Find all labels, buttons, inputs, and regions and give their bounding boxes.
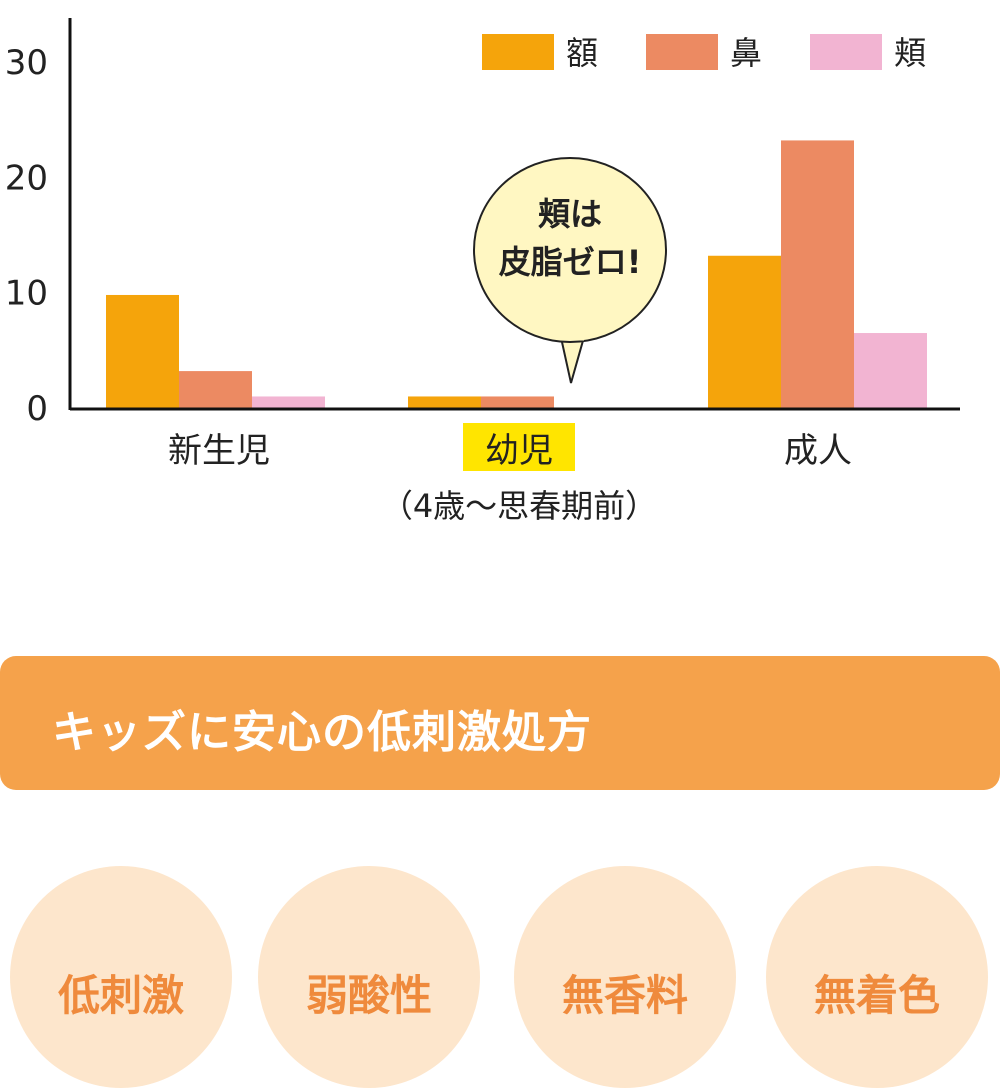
legend-swatch — [810, 34, 882, 70]
bar — [179, 371, 252, 408]
feature-badge-low-irritation: 低刺激 — [10, 866, 232, 1088]
callout-text: 頬は — [538, 195, 602, 233]
x-tick-label: 幼児 — [485, 431, 553, 471]
legend-label: 頬 — [894, 34, 926, 72]
feature-label: 弱酸性 — [305, 971, 432, 1020]
feature-label: 低刺激 — [57, 971, 184, 1020]
x-tick-sublabel: （4歳〜思春期前） — [381, 487, 657, 525]
legend-swatch — [646, 34, 718, 70]
feature-badge-fragrance-free: 無香料 — [514, 866, 736, 1088]
y-tick-label: 20 — [5, 158, 48, 198]
bar — [252, 396, 325, 408]
legend-label: 額 — [566, 34, 598, 72]
bar — [854, 333, 927, 408]
y-tick-label: 30 — [5, 43, 48, 83]
banner-title: キッズに安心の低刺激処方 — [52, 707, 592, 758]
bar — [481, 396, 554, 408]
category-highlight — [463, 423, 575, 471]
legend-label: 鼻 — [730, 34, 762, 72]
bar — [708, 255, 781, 408]
y-tick-label: 0 — [26, 389, 48, 429]
feature-label: 無着色 — [813, 971, 940, 1020]
y-tick-label: 10 — [5, 274, 48, 314]
callout-text: 皮脂ゼロ! — [499, 243, 642, 281]
legend-swatch — [482, 34, 554, 70]
x-tick-label: 成人 — [784, 431, 852, 471]
feature-badge-weak-acid: 弱酸性 — [258, 866, 480, 1088]
feature-banner: キッズに安心の低刺激処方 — [0, 656, 1000, 790]
bar — [106, 294, 179, 408]
x-tick-label: 新生児 — [168, 431, 270, 471]
callout-bubble — [473, 157, 667, 343]
feature-label: 無香料 — [561, 971, 688, 1020]
bar — [781, 140, 854, 408]
feature-badge-color-free: 無着色 — [766, 866, 988, 1088]
bar — [408, 396, 481, 408]
